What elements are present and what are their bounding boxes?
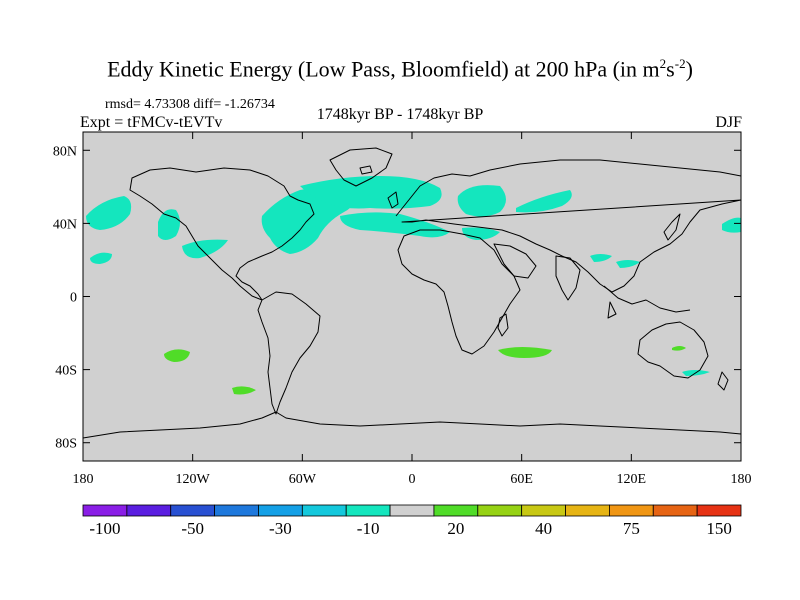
colorbar-swatch: [521, 504, 566, 517]
latitude-axis: 80N 40N 0 40S 80S: [53, 144, 741, 452]
coast-india: [555, 255, 581, 301]
anomaly-north-atlantic: [300, 176, 442, 209]
lon-label: 180: [731, 472, 752, 487]
lon-label: 120W: [176, 472, 211, 487]
coast-japan: [663, 213, 681, 241]
map-title: Eddy Kinetic Energy (Low Pass, Bloomfiel…: [107, 56, 693, 82]
anomaly-mid-atlantic: [340, 212, 450, 238]
colorbar-label: 150: [706, 519, 732, 538]
anomaly-subtropical-pacific: [90, 252, 112, 264]
anomaly-east-asia: [616, 260, 640, 268]
colorbar-swatch: [609, 504, 654, 517]
colorbar-swatch: [565, 504, 610, 517]
colorbar-swatch: [170, 504, 216, 517]
colorbar-label: -30: [269, 519, 292, 538]
lon-label: 60E: [510, 472, 533, 487]
colorbar-swatch: [433, 504, 479, 517]
coast-british-isles: [387, 191, 399, 209]
lon-label: 120E: [617, 472, 647, 487]
lat-label: 40S: [55, 364, 77, 379]
colorbar-swatch: [345, 504, 391, 517]
experiment-label: Expt = tFMCv-tEVTv: [80, 114, 223, 131]
anomaly-australia: [672, 346, 686, 351]
coast-south-america: [257, 291, 321, 415]
coast-madagascar: [497, 313, 509, 337]
colorbar-label: -100: [89, 519, 121, 538]
coast-north-america: [129, 167, 315, 301]
coast-greenland: [329, 147, 393, 187]
colorbar-label: -10: [356, 519, 380, 538]
colorbar-swatch: [477, 504, 523, 517]
lon-label: 0: [409, 472, 416, 487]
anomaly-south-indian-ocean: [498, 347, 552, 358]
lat-label: 80N: [53, 144, 77, 159]
coast-arabia: [493, 243, 537, 279]
colorbar-swatch: [389, 504, 435, 517]
colorbar-swatch: [126, 504, 172, 517]
anomaly-central-asia: [516, 190, 572, 213]
stats-text: rmsd= 4.73308 diff= -1.26734: [105, 97, 275, 112]
anomaly-south-asia: [590, 254, 612, 262]
anomaly-north-africa: [462, 227, 500, 240]
coastlines: [82, 147, 742, 439]
colorbar-swatch: [696, 504, 742, 517]
positive-anomaly-regions: [164, 346, 686, 395]
anomaly-south-atlantic: [232, 386, 256, 395]
anomaly-north-pacific-west: [86, 196, 132, 230]
coast-africa: [397, 229, 521, 355]
season-label: DJF: [715, 114, 742, 131]
colorbar-swatch: [258, 504, 303, 517]
lat-label: 0: [70, 291, 77, 306]
coast-southeast-asia: [603, 285, 691, 319]
colorbar-label: 40: [535, 519, 553, 538]
lat-label: 80S: [55, 437, 77, 452]
colorbar-swatch: [652, 504, 698, 517]
anomaly-east-pacific: [182, 239, 228, 259]
anomaly-south-pacific: [164, 349, 190, 362]
colorbar-label: 20: [447, 519, 465, 538]
anomaly-europe: [457, 185, 506, 217]
colorbar-swatch: [214, 504, 259, 517]
lon-label: 180: [73, 472, 94, 487]
coast-australia: [637, 321, 709, 379]
lon-label: 60W: [289, 472, 317, 487]
colorbar-label: 75: [622, 519, 640, 538]
coast-new-zealand: [717, 371, 729, 391]
colorbar-swatch: [82, 504, 128, 517]
coast-europe-asia: [395, 159, 742, 293]
colorbar-label: -50: [181, 519, 204, 538]
colorbar: [82, 504, 742, 517]
lat-label: 40N: [53, 217, 77, 232]
anomaly-north-pacific-central: [158, 209, 180, 240]
colorbar-swatch: [301, 504, 347, 517]
longitude-axis: 180 120W 60W 0 60E 120E 180: [73, 132, 752, 487]
period-label: 1748kyr BP - 1748kyr BP: [316, 106, 484, 123]
coast-iceland: [359, 165, 373, 175]
anomaly-north-pacific-east: [722, 217, 741, 233]
coast-antarctica: [82, 411, 742, 439]
